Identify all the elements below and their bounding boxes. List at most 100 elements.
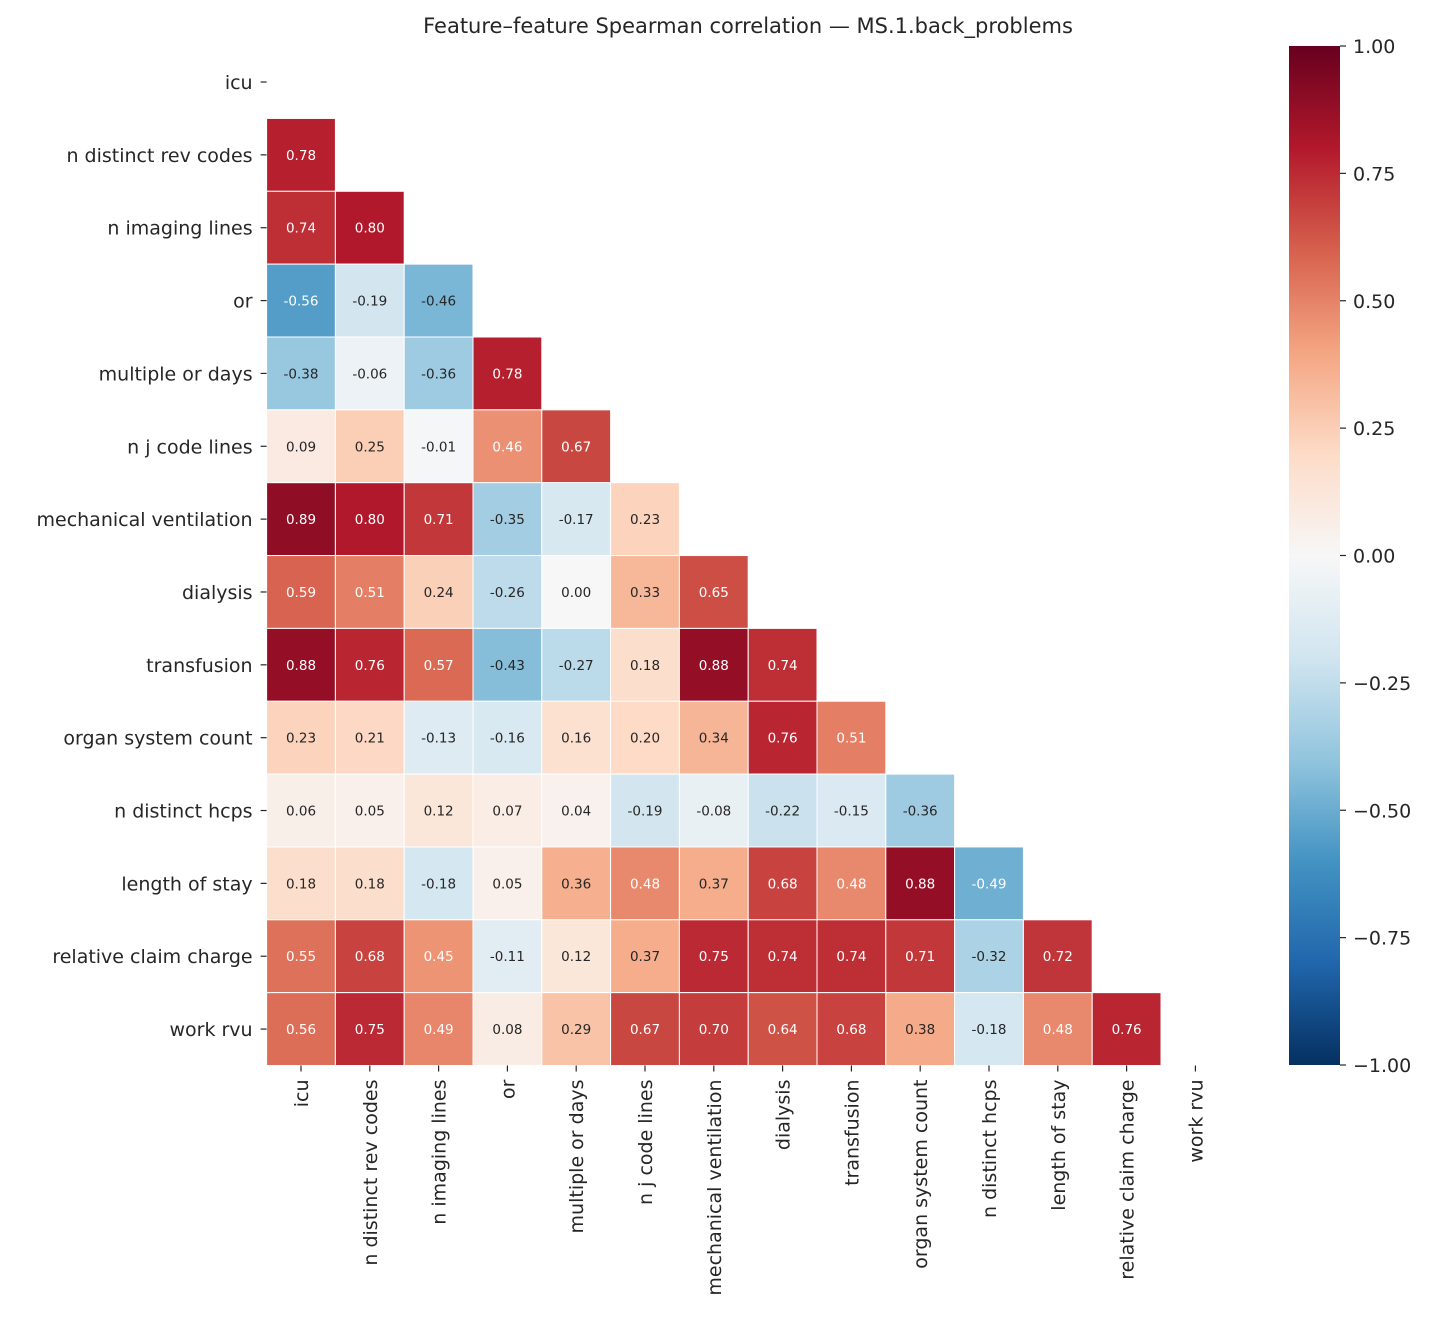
x-tick-label: multiple or days — [566, 1080, 588, 1234]
heatmap-cell — [610, 773, 680, 848]
cell-annotation: 0.45 — [424, 949, 454, 965]
x-axis-labels: icu n distinct rev codes n imaging lines or… — [291, 1065, 1207, 1296]
y-tick-label: relative claim charge — [52, 946, 252, 968]
heatmap-cell — [266, 846, 336, 921]
cell-annotation: 0.76 — [768, 731, 798, 747]
heatmap-cell — [403, 992, 474, 1067]
colorbar-gradient — [1289, 46, 1340, 1065]
heatmap-cell — [334, 773, 405, 848]
heatmap-cell — [610, 846, 680, 921]
heatmap-cell — [334, 700, 405, 775]
x-tick-label: or — [497, 1079, 519, 1099]
heatmap-cell — [610, 482, 680, 557]
cell-annotation: 0.38 — [905, 1022, 935, 1038]
cell-annotation: 0.65 — [699, 585, 729, 601]
cell-annotation: -0.27 — [559, 658, 594, 674]
heatmap-cell — [266, 773, 336, 848]
heatmap-cell — [266, 263, 336, 338]
heatmap-cell — [266, 190, 336, 265]
cell-annotation: 0.24 — [424, 585, 454, 601]
cell-annotation: 0.68 — [355, 949, 385, 965]
y-tick-label: n distinct hcps — [114, 801, 252, 823]
cell-annotation: 0.74 — [768, 658, 798, 674]
heatmap-cell — [816, 773, 887, 848]
cell-annotation: 0.33 — [630, 585, 660, 601]
heatmap-cell — [472, 409, 543, 484]
cell-annotation: 0.51 — [355, 585, 385, 601]
cell-annotation: 0.80 — [355, 512, 385, 528]
y-tick-label: n distinct rev codes — [66, 145, 252, 167]
cell-annotation: 0.88 — [905, 876, 935, 892]
cell-annotation: 0.48 — [836, 876, 866, 892]
colorbar-tick-label: 0.50 — [1353, 291, 1395, 313]
heatmap-cell — [334, 482, 405, 557]
x-tick-label: organ system count — [910, 1080, 932, 1269]
cell-annotation: 0.09 — [286, 439, 316, 455]
cell-annotation: 0.37 — [699, 876, 729, 892]
cell-annotation: 0.18 — [630, 658, 660, 674]
cell-annotation: 0.16 — [561, 731, 591, 747]
colorbar-tick-label: 0.75 — [1353, 163, 1395, 185]
heatmap-cell — [678, 700, 749, 775]
cell-annotation: -0.16 — [490, 731, 525, 747]
heatmap-cell — [885, 919, 956, 994]
heatmap-cell — [472, 992, 543, 1067]
heatmap-cell — [610, 700, 680, 775]
cell-annotation: 0.74 — [768, 949, 798, 965]
y-tick-label: work rvu — [169, 1019, 252, 1041]
cell-annotation: 0.75 — [699, 949, 729, 965]
heatmap-cell — [266, 555, 336, 629]
chart-title: Feature–feature Spearman correlation — M… — [423, 14, 1073, 39]
cell-annotation: 0.75 — [355, 1022, 385, 1038]
cell-annotation: 0.21 — [355, 731, 385, 747]
cell-annotation: -0.18 — [421, 876, 456, 892]
cell-annotation: -0.11 — [490, 949, 525, 965]
cell-annotation: -0.19 — [352, 294, 387, 310]
cell-annotation: 0.55 — [286, 949, 316, 965]
colorbar-tick-label: −0.25 — [1353, 673, 1411, 695]
x-tick-label: transfusion — [841, 1080, 863, 1186]
y-tick-label: multiple or days — [99, 363, 253, 385]
y-axis-labels: icu n distinct rev codes n imaging lines or… — [37, 72, 267, 1041]
cell-annotation: 0.88 — [699, 658, 729, 674]
cell-annotation: -0.49 — [972, 876, 1007, 892]
heatmap-cell — [954, 992, 1024, 1067]
heatmap-cell — [747, 919, 818, 994]
heatmap-cell — [541, 773, 612, 848]
heatmap-cell — [747, 627, 818, 702]
cell-annotation: -0.56 — [284, 294, 319, 310]
x-tick-label: relative claim charge — [1117, 1080, 1139, 1280]
heatmap-cell — [266, 117, 336, 192]
cell-annotation: -0.17 — [559, 512, 594, 528]
cell-annotation: -0.26 — [490, 585, 525, 601]
x-tick-label: n distinct rev codes — [360, 1080, 382, 1266]
heatmap-cell — [472, 336, 543, 411]
cell-annotation: 0.48 — [630, 876, 660, 892]
cell-annotation: 0.68 — [768, 876, 798, 892]
cell-annotation: 0.76 — [355, 658, 385, 674]
x-tick-label: work rvu — [1185, 1080, 1207, 1163]
cell-annotation: 0.23 — [630, 512, 660, 528]
y-tick-label: dialysis — [182, 582, 253, 604]
cell-annotation: 0.29 — [561, 1022, 591, 1038]
cell-annotation: 0.71 — [424, 512, 454, 528]
heatmap-cell — [816, 700, 887, 775]
heatmap-cell — [266, 919, 336, 994]
cell-annotation: 0.18 — [355, 876, 385, 892]
heatmap-cell — [954, 919, 1024, 994]
heatmap-cell — [334, 336, 405, 411]
heatmap-cells: 0.78 0.74 0.80 -0.56 -0.19 -0.46 -0.38 -0.06 -0.… — [266, 117, 1162, 1067]
heatmap-cell — [610, 555, 680, 629]
cell-annotation: -0.32 — [972, 949, 1007, 965]
cell-annotation: 0.88 — [286, 658, 316, 674]
heatmap-cell — [472, 846, 543, 921]
heatmap-cell — [334, 919, 405, 994]
cell-annotation: 0.80 — [355, 221, 385, 237]
colorbar: 1.00 0.75 0.50 0.25 0.00 −0.25 −0.50 −0.75 −1.00 — [1289, 36, 1411, 1077]
cell-annotation: -0.38 — [284, 366, 319, 382]
heatmap-cell — [678, 555, 749, 629]
cell-annotation: 0.00 — [561, 585, 591, 601]
heatmap-cell — [403, 919, 474, 994]
cell-annotation: -0.46 — [421, 294, 456, 310]
